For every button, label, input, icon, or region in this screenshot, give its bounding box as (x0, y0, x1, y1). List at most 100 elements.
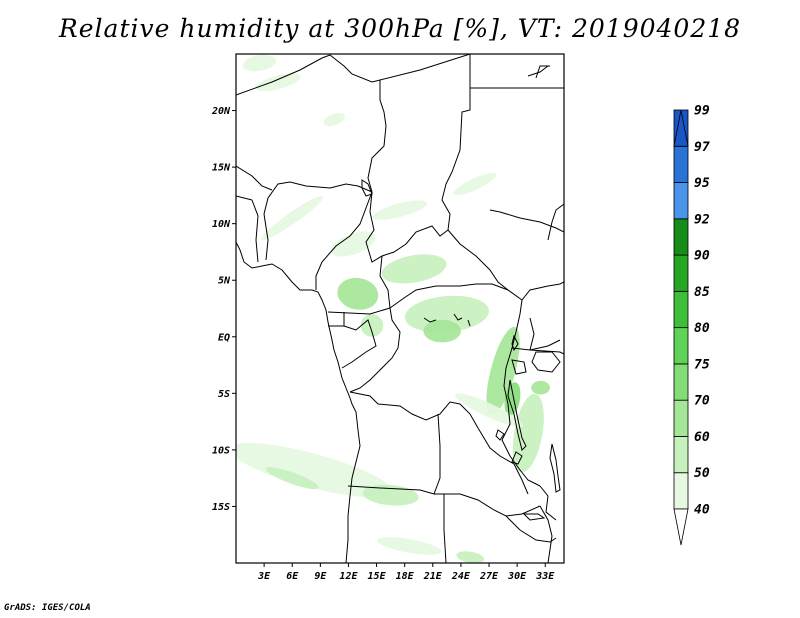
colorbar-swatch (673, 290, 689, 329)
colorbar-label: 40 (694, 503, 710, 518)
lat-tick-label: 15S (212, 502, 230, 513)
map-frame (235, 53, 565, 564)
colorbar-swatch (673, 436, 689, 474)
humidity-blob (423, 319, 461, 343)
border-angola-namibia (347, 485, 460, 495)
border-ghana-burkina (236, 195, 253, 201)
humidity-blob (242, 54, 277, 72)
lon-tick-label: 33E (535, 571, 555, 582)
border-nigeria-cameroon (315, 191, 373, 290)
border-tanzania (529, 349, 564, 355)
lon-tick-label: 21E (423, 571, 443, 582)
humidity-blob (381, 254, 447, 284)
latitude-ticks: 20N 15N 10N 5N EQ 5S 10S 15S (211, 106, 236, 513)
colorbar-label: 50 (694, 466, 710, 481)
lat-tick-label: 10S (212, 445, 230, 456)
lake-chad (361, 179, 373, 197)
humidity-blob (372, 200, 428, 220)
colorbar-label: 90 (694, 249, 710, 264)
grads-credit: GrADS: IGES/COLA (4, 603, 91, 613)
colorbar-label: 85 (694, 285, 710, 300)
lake-malawi (549, 443, 561, 493)
lake-albert (511, 334, 519, 352)
humidity-blob (404, 295, 489, 333)
lat-tick-label: 15N (212, 163, 231, 174)
humidity-blob (255, 73, 301, 92)
border-eritrea (547, 203, 564, 241)
border-malawi (539, 485, 557, 521)
lat-tick-label: 10N (212, 219, 231, 230)
colorbar-label: 60 (694, 430, 710, 445)
humidity-blob (456, 551, 485, 563)
lon-tick-label: 12E (339, 571, 358, 582)
border-mali-niger (236, 54, 331, 96)
colorbar-swatch (673, 254, 689, 292)
humidity-blob (531, 380, 550, 395)
colorbar-label: 95 (694, 176, 710, 191)
colorbar-label: 70 (694, 394, 710, 409)
colorbar-label: 80 (694, 321, 710, 336)
colorbar-label: 99 (694, 104, 710, 119)
lake-tanganyika (507, 379, 527, 451)
lon-tick-label: 18E (396, 571, 415, 582)
humidity-blob (512, 393, 544, 472)
lat-tick-label: EQ (218, 332, 230, 343)
colorbar-swatch (673, 218, 689, 256)
border-angola-drc (349, 391, 479, 429)
border-zambia-drc (477, 427, 529, 495)
colorbar-upper-arrow (673, 110, 689, 147)
humidity-blob (265, 467, 319, 490)
lon-tick-label: 6E (286, 571, 299, 582)
lon-tick-label: 3E (257, 571, 271, 582)
humidity-blob (323, 113, 346, 127)
humidity-blob (453, 172, 497, 196)
border-congo-drc (349, 307, 401, 393)
lon-tick-label: 30E (507, 571, 527, 582)
border-ghana-togo (251, 199, 259, 263)
border-southsudan (447, 229, 509, 291)
border-sudan-chad (365, 171, 453, 263)
border-namibia-botswana (443, 494, 447, 563)
sinai-edge (535, 65, 550, 79)
map-title: Relative humidity at 300hPa [%], VT: 201… (58, 14, 742, 43)
colorbar-label: 75 (694, 357, 710, 372)
humidity-blob (377, 537, 442, 555)
border-libya-chad (379, 54, 471, 81)
lat-tick-label: 5N (218, 276, 231, 287)
border-redsea (527, 65, 549, 77)
colorbar-swatch (673, 145, 689, 183)
longitude-ticks: 3E 6E 9E 12E 15E 18E 21E 24E 27E 30E 33E (257, 563, 555, 582)
lon-tick-label: 9E (314, 571, 327, 582)
border-cameroon-car (379, 255, 391, 309)
border-cameroon-south (327, 307, 391, 315)
lake-victoria (531, 351, 561, 373)
border-rwanda (511, 359, 527, 375)
lon-tick-label: 27E (479, 571, 499, 582)
humidity-blob (454, 393, 524, 428)
lake-bangweulu (511, 451, 523, 465)
border-egypt-sudan (451, 54, 471, 173)
country-borders (236, 54, 564, 563)
border-sudan-ethiopia (489, 209, 564, 233)
border-zambia-south (459, 493, 541, 517)
lat-tick-label: 20N (211, 106, 231, 117)
colorbar-lower-arrow (673, 508, 689, 546)
colorbar-swatch (673, 399, 689, 437)
humidity-blob (360, 314, 384, 337)
border-car-drc (389, 283, 523, 309)
humidity-blob (261, 196, 324, 241)
colorbar-swatch (673, 327, 689, 365)
colorbar-label: 92 (694, 212, 710, 227)
colorbar-swatch (673, 182, 689, 220)
lake-mweru (495, 429, 505, 441)
lat-tick-label: 5S (218, 389, 230, 400)
border-ethiopia-southsudan (521, 281, 564, 301)
lon-tick-label: 24E (451, 571, 471, 582)
colorbar-swatch (673, 472, 689, 510)
border-nigeria-benin (263, 213, 269, 261)
colorbar-swatch (673, 363, 689, 401)
border-angola-zambia (433, 413, 441, 495)
border-mozambique (539, 505, 553, 563)
humidity-blob (330, 231, 376, 257)
